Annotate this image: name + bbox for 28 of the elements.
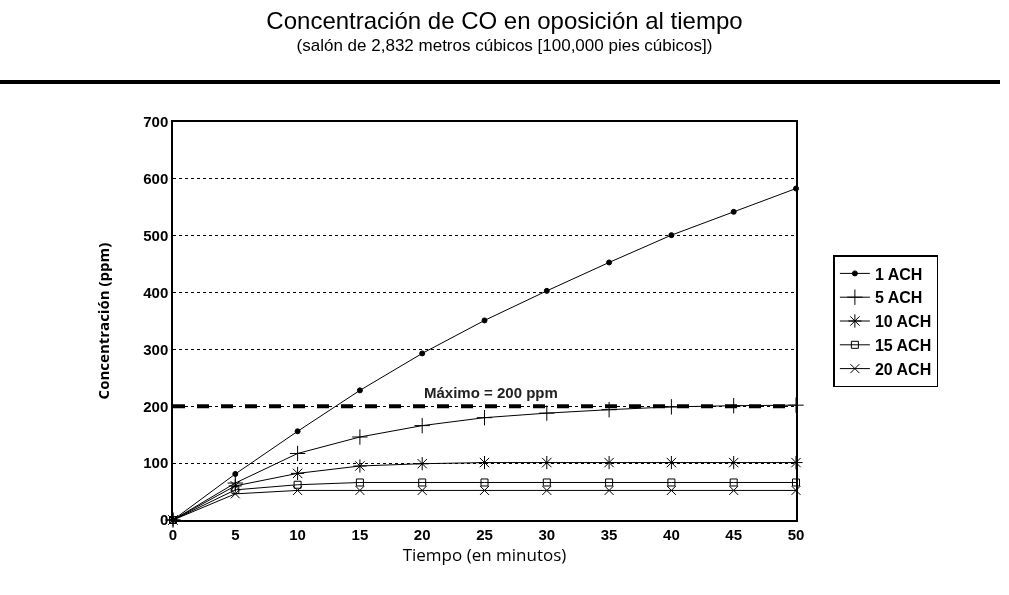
y-tick-label: 300 [143,340,169,358]
y-tick-label: 200 [143,397,169,415]
y-axis-title: Concentración (ppm) [92,242,113,400]
chart-title: Concentración de CO en oposición al tiempo [266,6,743,34]
y-tick-label: 600 [143,170,169,188]
x-tick-label: 40 [663,525,680,543]
x-tick-label: 45 [725,525,743,543]
legend-label: 1 ACH [874,265,923,283]
chart-subtitle: (salón de 2,832 metros cúbicos [100,000 pies cúbicos]) [296,35,713,55]
x-tick-label: 15 [351,525,369,543]
legend-label: 20 ACH [874,360,932,378]
x-axis-title: Tiempo (en minutos) [402,542,567,566]
legend-label: 10 ACH [874,313,932,331]
legend-label: 5 ACH [874,289,923,307]
x-tick-label: 50 [787,525,805,543]
y-tick-label: 700 [143,113,169,131]
x-tick-label: 30 [538,525,556,543]
ref-line-label: Máximo = 200 ppm [424,384,558,401]
x-tick-label: 20 [413,525,431,543]
x-tick-label: 35 [600,525,618,543]
y-tick-label: 100 [143,454,169,472]
y-tick-label: 500 [143,226,169,244]
y-tick-label: 0 [159,511,169,529]
legend-label: 15 ACH [874,337,932,355]
x-tick-label: 5 [231,525,240,543]
x-tick-label: 10 [289,525,306,543]
x-tick-label: 25 [476,525,493,543]
y-tick-label: 400 [143,283,169,301]
